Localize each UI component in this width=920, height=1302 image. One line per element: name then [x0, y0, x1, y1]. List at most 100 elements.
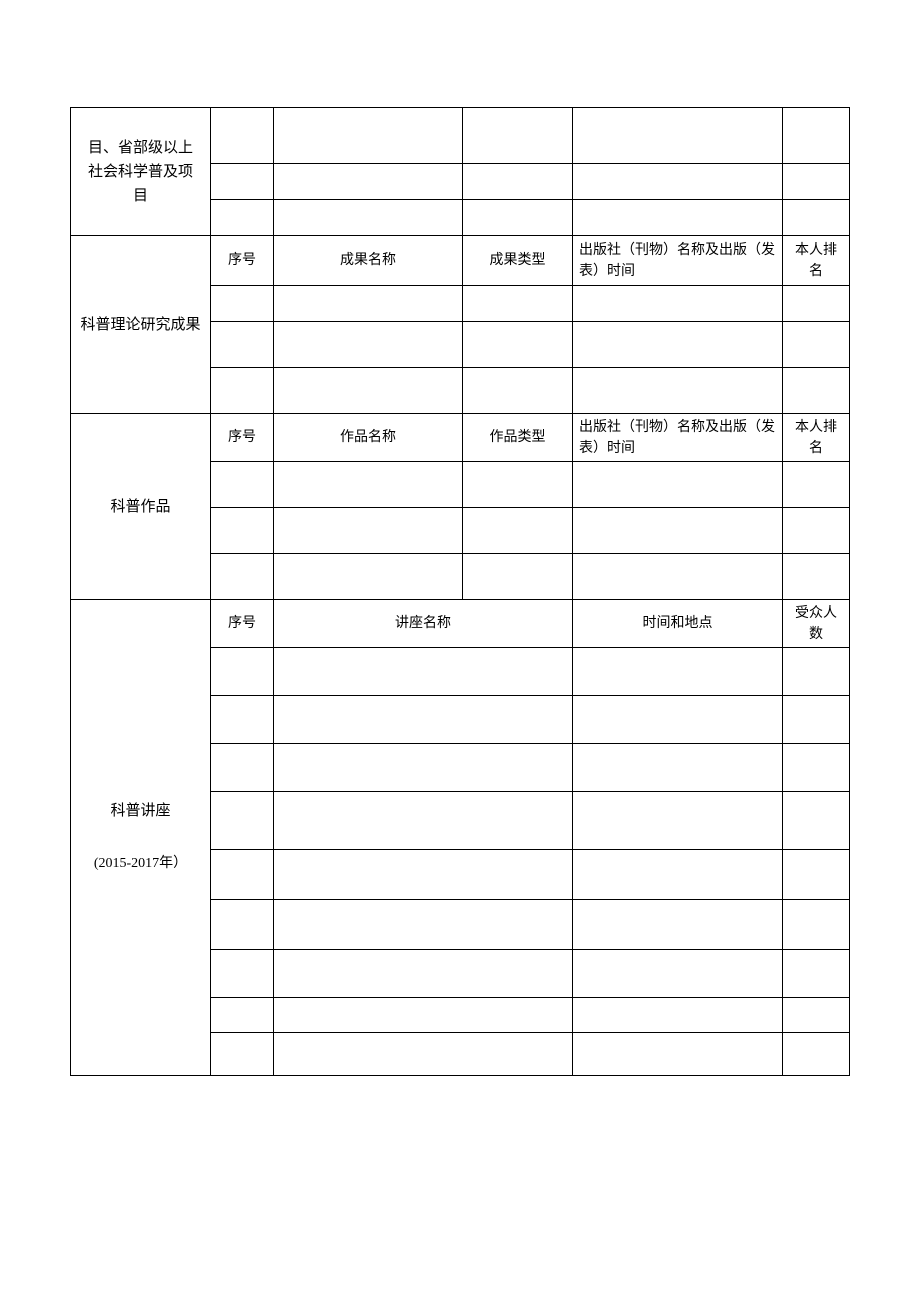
cell-seq — [211, 792, 274, 849]
cell-publisher — [573, 368, 783, 413]
cell-seq — [211, 508, 274, 553]
cell-audience — [783, 950, 849, 997]
cell-name — [274, 792, 573, 849]
label-text: 目 — [133, 184, 148, 208]
cell-rank — [783, 508, 849, 553]
table-row — [211, 950, 849, 998]
cell-name — [274, 850, 573, 899]
header-publisher: 出版社（刊物）名称及出版（发表）时间 — [573, 236, 783, 285]
cell-name — [274, 322, 463, 367]
cell-publisher — [573, 200, 783, 235]
cell-rank — [783, 108, 849, 163]
header-publisher: 出版社（刊物）名称及出版（发表）时间 — [573, 414, 783, 461]
cell-name — [274, 950, 573, 997]
cell-audience — [783, 998, 849, 1032]
cell-audience — [783, 900, 849, 949]
table-row — [211, 900, 849, 950]
header-seq: 序号 — [211, 600, 274, 647]
cell-seq — [211, 286, 274, 321]
cell-seq — [211, 462, 274, 507]
label-text: 科普作品 — [110, 495, 170, 519]
section-projects: 目、省部级以上 社会科学普及项 目 — [71, 108, 849, 236]
cell-audience — [783, 696, 849, 743]
header-seq: 序号 — [211, 236, 274, 285]
header-result-type: 成果类型 — [463, 236, 573, 285]
section-works-label: 科普作品 — [71, 414, 211, 600]
header-result-name: 成果名称 — [274, 236, 463, 285]
section-projects-rows — [211, 108, 849, 236]
cell-type — [463, 508, 573, 553]
cell-publisher — [573, 286, 783, 321]
cell-name — [274, 744, 573, 791]
header-rank: 本人排名 — [783, 236, 849, 285]
cell-name — [274, 648, 573, 695]
cell-name — [274, 200, 463, 235]
cell-rank — [783, 322, 849, 367]
section-lectures-label: 科普讲座 (2015-2017年） — [71, 600, 211, 1076]
header-seq: 序号 — [211, 414, 274, 461]
table-row — [211, 792, 849, 850]
cell-audience — [783, 1033, 849, 1075]
cell-time-place — [573, 696, 783, 743]
header-rank: 本人排名 — [783, 414, 849, 461]
header-lecture-name: 讲座名称 — [274, 600, 573, 647]
label-text: 科普讲座 — [110, 799, 170, 823]
cell-name — [274, 508, 463, 553]
cell-type — [463, 286, 573, 321]
cell-time-place — [573, 850, 783, 899]
cell-rank — [783, 164, 849, 199]
cell-name — [274, 462, 463, 507]
cell-audience — [783, 648, 849, 695]
table-header-row: 序号 成果名称 成果类型 出版社（刊物）名称及出版（发表）时间 本人排名 — [211, 236, 849, 286]
cell-rank — [783, 286, 849, 321]
table-row — [211, 200, 849, 236]
label-text-years: (2015-2017年） — [94, 853, 187, 875]
section-research-rows: 序号 成果名称 成果类型 出版社（刊物）名称及出版（发表）时间 本人排名 — [211, 236, 849, 414]
cell-name — [274, 696, 573, 743]
cell-name — [274, 900, 573, 949]
cell-seq — [211, 368, 274, 413]
cell-type — [463, 368, 573, 413]
cell-seq — [211, 554, 274, 599]
table-row — [211, 648, 849, 696]
cell-audience — [783, 792, 849, 849]
cell-type — [463, 554, 573, 599]
section-lectures: 科普讲座 (2015-2017年） 序号 讲座名称 时间和地点 受众人数 — [71, 600, 849, 1076]
cell-seq — [211, 744, 274, 791]
header-work-type: 作品类型 — [463, 414, 573, 461]
table-row — [211, 744, 849, 792]
table-row — [211, 462, 849, 508]
section-works: 科普作品 序号 作品名称 作品类型 出版社（刊物）名称及出版（发表）时间 本人排… — [71, 414, 849, 600]
table-row — [211, 850, 849, 900]
cell-seq — [211, 322, 274, 367]
label-text: 社会科学普及项 — [88, 160, 193, 184]
cell-seq — [211, 108, 274, 163]
cell-rank — [783, 200, 849, 235]
cell-time-place — [573, 744, 783, 791]
form-table: 目、省部级以上 社会科学普及项 目 — [70, 107, 850, 1076]
table-row — [211, 286, 849, 322]
section-research-results: 科普理论研究成果 序号 成果名称 成果类型 出版社（刊物）名称及出版（发表）时间… — [71, 236, 849, 414]
cell-publisher — [573, 462, 783, 507]
header-work-name: 作品名称 — [274, 414, 463, 461]
cell-type — [463, 108, 573, 163]
cell-type — [463, 200, 573, 235]
table-row — [211, 998, 849, 1033]
cell-seq — [211, 164, 274, 199]
cell-seq — [211, 900, 274, 949]
section-projects-label: 目、省部级以上 社会科学普及项 目 — [71, 108, 211, 236]
table-row — [211, 696, 849, 744]
cell-name — [274, 164, 463, 199]
cell-publisher — [573, 164, 783, 199]
section-works-rows: 序号 作品名称 作品类型 出版社（刊物）名称及出版（发表）时间 本人排名 — [211, 414, 849, 600]
cell-seq — [211, 696, 274, 743]
table-row — [211, 368, 849, 414]
cell-type — [463, 164, 573, 199]
cell-type — [463, 322, 573, 367]
table-row — [211, 508, 849, 554]
cell-name — [274, 554, 463, 599]
cell-publisher — [573, 554, 783, 599]
cell-seq — [211, 1033, 274, 1075]
cell-time-place — [573, 900, 783, 949]
cell-time-place — [573, 648, 783, 695]
